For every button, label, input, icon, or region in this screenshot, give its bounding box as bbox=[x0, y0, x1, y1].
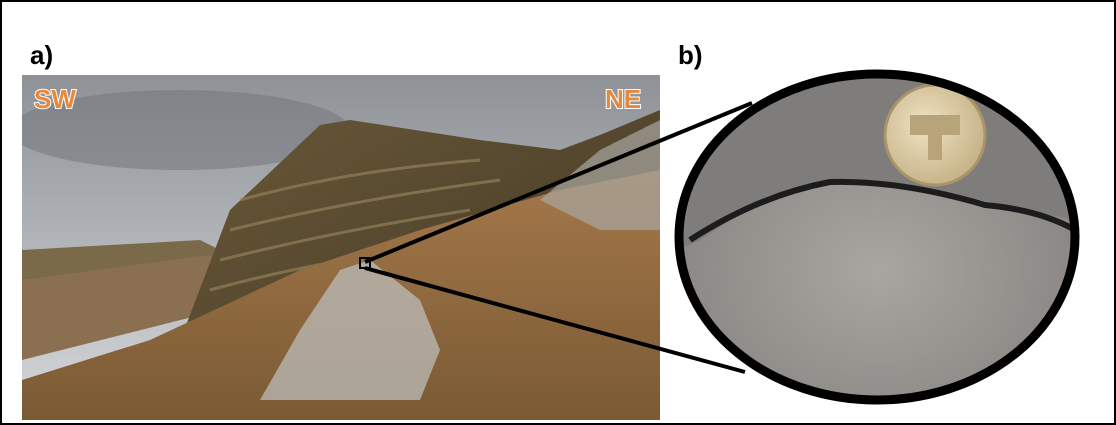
zoom-lines bbox=[359, 101, 753, 374]
direction-label: NE bbox=[605, 84, 641, 114]
rock-closeup bbox=[674, 69, 1080, 405]
direction-label: SW bbox=[34, 84, 76, 114]
panel-label: a) bbox=[30, 40, 53, 70]
panel-label: b) bbox=[678, 40, 703, 70]
landscape-photo bbox=[22, 75, 660, 420]
